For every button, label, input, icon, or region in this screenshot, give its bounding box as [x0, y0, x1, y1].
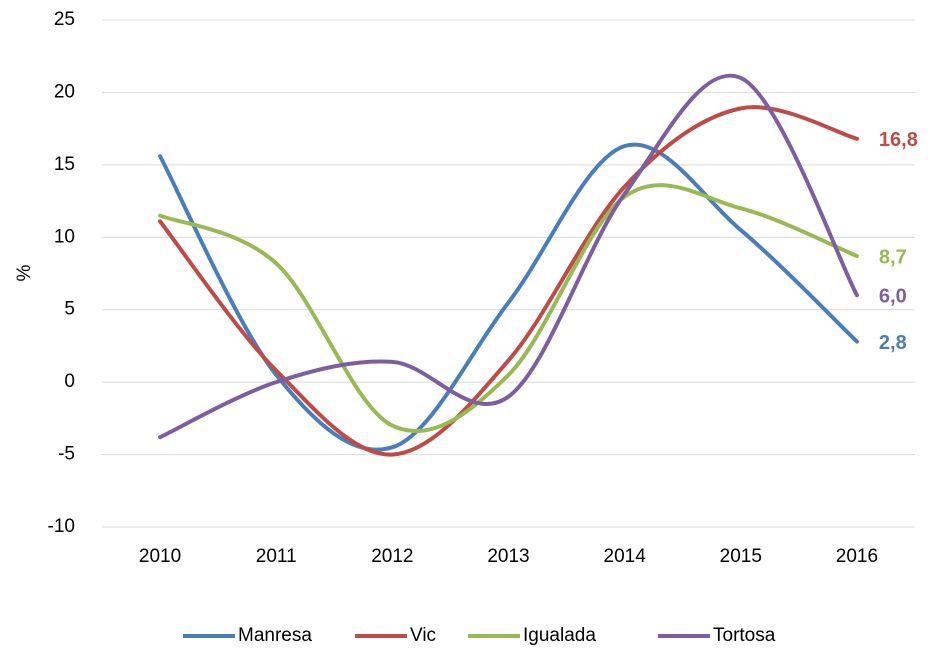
x-tick-label: 2012	[371, 546, 413, 567]
y-tick-label: 5	[64, 299, 75, 320]
series-line	[158, 142, 859, 452]
x-tick-label: 2011	[256, 546, 297, 567]
y-tick-label: 20	[54, 81, 75, 102]
x-tick-label: 2013	[487, 546, 529, 567]
series-line	[158, 73, 859, 440]
y-tick-label: -5	[58, 444, 75, 465]
data-label: 8,7	[879, 246, 907, 268]
x-tick-label: 2010	[139, 546, 181, 567]
x-tick-label: 2014	[604, 546, 647, 567]
data-label: 6,0	[879, 286, 907, 308]
data-label: 2,8	[879, 332, 907, 354]
legend-label: Manresa	[238, 625, 312, 646]
y-tick-label: 0	[64, 371, 75, 392]
y-tick-label: 25	[54, 9, 75, 30]
series-line	[158, 183, 859, 434]
y-tick-label: 15	[54, 154, 75, 175]
y-tick-label: 10	[54, 226, 75, 247]
legend-label: Igualada	[523, 625, 596, 646]
data-label: 16,8	[879, 129, 918, 151]
legend-label: Tortosa	[713, 625, 776, 646]
x-tick-label: 2016	[836, 546, 878, 567]
x-tick-label: 2015	[720, 546, 762, 567]
y-tick-label: -10	[48, 516, 75, 537]
series-line	[158, 105, 859, 457]
y-axis-label: %	[14, 264, 35, 281]
legend-label: Vic	[410, 625, 436, 646]
